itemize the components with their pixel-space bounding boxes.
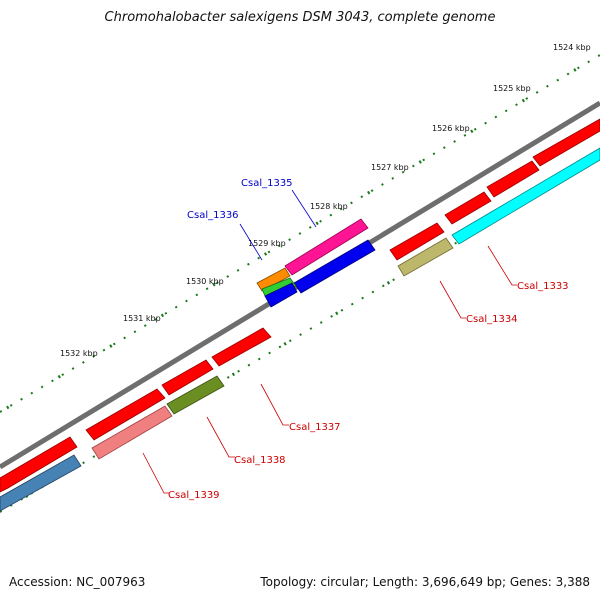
leader-line	[239, 223, 263, 261]
cds-feature-green	[261, 277, 297, 297]
cds-feature-salmon	[91, 405, 173, 460]
cds-feature-red	[0, 436, 78, 493]
cds-feature-red	[389, 222, 445, 261]
gene-label: Csal_1335	[241, 178, 293, 189]
leader-line	[291, 189, 317, 228]
kbp-label: 1532 kbp	[60, 349, 98, 358]
kbp-label: 1525 kbp	[493, 84, 531, 93]
gene-label: Csal_1333	[517, 281, 569, 292]
kbp-label: 1530 kbp	[186, 277, 224, 286]
leader-line	[439, 280, 466, 319]
kbp-label: 1528 kbp	[310, 202, 348, 211]
gene-label: Csal_1338	[234, 455, 286, 466]
gene-labels: Csal_1333 Csal_1334 Csal_1335 Csal_1336 …	[168, 178, 569, 501]
cds-feature-red	[486, 160, 540, 198]
kbp-label: 1529 kbp	[248, 239, 286, 248]
leader-line	[260, 383, 289, 426]
reverse-strand-features	[0, 147, 600, 512]
cds-feature-red	[161, 359, 214, 396]
inner-tick-ring	[0, 156, 600, 514]
accession-text: Accession: NC_007963	[9, 575, 146, 589]
cds-feature-red	[85, 388, 166, 441]
cds-feature-blue	[293, 239, 376, 294]
gene-label: Csal_1336	[187, 210, 239, 221]
cds-feature-olive	[397, 237, 454, 277]
leader-line	[487, 245, 517, 286]
kbp-label: 1531 kbp	[123, 314, 161, 323]
kbp-labels: 1524 kbp 1525 kbp 1526 kbp 1527 kbp 1528…	[60, 43, 591, 358]
forward-strand-features	[0, 118, 600, 493]
gene-label: Csal_1337	[289, 422, 341, 433]
cds-feature-red	[532, 118, 600, 167]
cds-feature-darkolive	[166, 375, 225, 415]
cds-feature-orange	[256, 267, 291, 292]
kbp-label: 1526 kbp	[432, 124, 470, 133]
cds-feature-red	[211, 327, 272, 367]
cds-feature-steel	[0, 454, 82, 512]
leader-line	[142, 452, 169, 494]
cds-feature-cyan	[451, 147, 600, 245]
leader-line	[206, 416, 235, 458]
kbp-label: 1524 kbp	[553, 43, 591, 52]
label-leaders	[142, 189, 517, 494]
kbp-scale-ring	[0, 53, 600, 414]
inner-minor-ticks	[0, 157, 600, 513]
cds-feature-blue	[264, 282, 298, 308]
gene-label: Csal_1339	[168, 490, 220, 501]
cds-feature-red	[444, 191, 492, 225]
cds-feature-magenta	[284, 218, 369, 276]
map-title: Chromohalobacter salexigens DSM 3043, co…	[104, 10, 496, 25]
kbp-label: 1527 kbp	[371, 163, 409, 172]
kbp-minor-ticks	[0, 54, 600, 413]
genome-summary-text: Topology: circular; Length: 3,696,649 bp…	[260, 575, 590, 589]
gene-label: Csal_1334	[466, 314, 518, 325]
